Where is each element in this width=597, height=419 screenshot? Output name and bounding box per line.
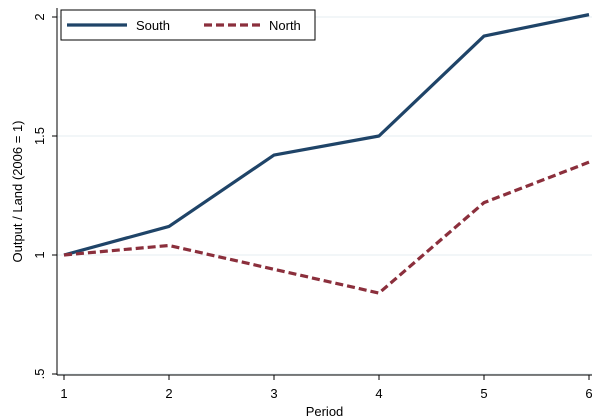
y-tick-label: 2 bbox=[32, 13, 47, 20]
y-axis-title: Output / Land (2006 = 1) bbox=[10, 120, 25, 262]
y-tick-label: .5 bbox=[32, 369, 47, 380]
legend: South North bbox=[60, 9, 316, 41]
legend-label-south: South bbox=[136, 18, 170, 33]
x-tick-label: 1 bbox=[60, 386, 67, 401]
series-lines bbox=[63, 13, 590, 295]
x-tick-label: 6 bbox=[585, 386, 592, 401]
series-line-south bbox=[63, 13, 590, 257]
x-tick-label: 2 bbox=[165, 386, 172, 401]
x-tick-label: 4 bbox=[375, 386, 382, 401]
y-tick-label: 1 bbox=[32, 251, 47, 258]
x-tick-label: 5 bbox=[480, 386, 487, 401]
x-tick-label: 3 bbox=[270, 386, 277, 401]
gridlines bbox=[57, 16, 592, 375]
legend-label-north: North bbox=[269, 18, 301, 33]
y-tick-label: 1.5 bbox=[32, 127, 47, 145]
axes: .5 1 1.5 2 1 2 3 4 5 6 bbox=[32, 8, 593, 401]
series-line-north bbox=[63, 160, 590, 295]
x-axis-title: Period bbox=[306, 404, 344, 419]
